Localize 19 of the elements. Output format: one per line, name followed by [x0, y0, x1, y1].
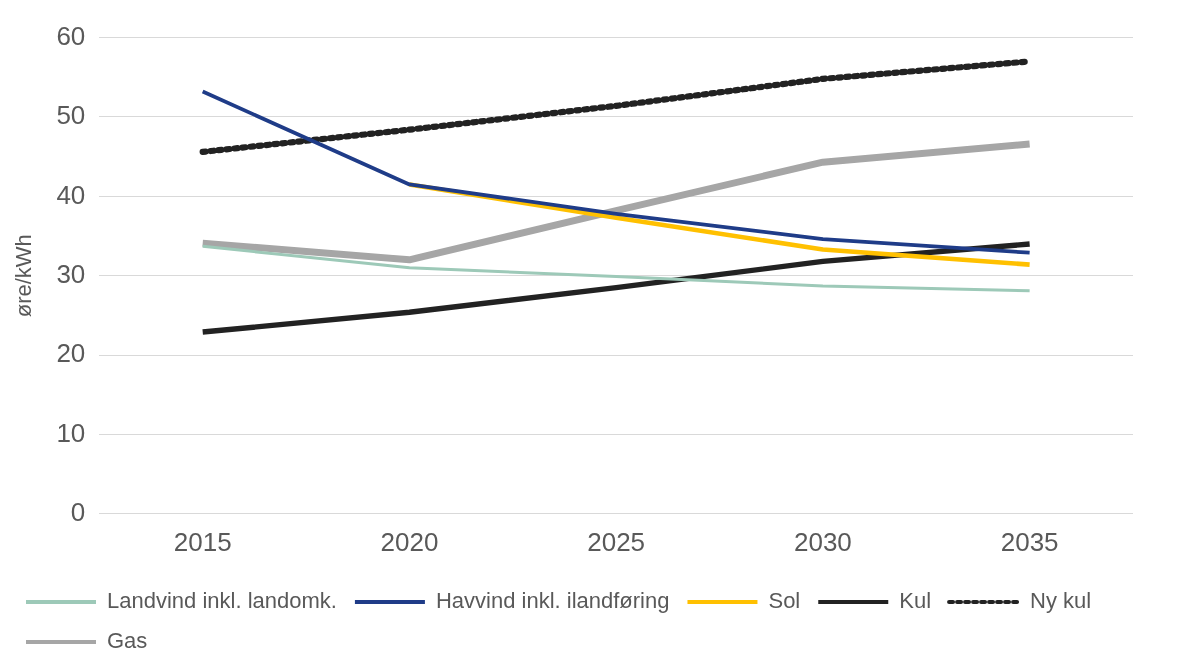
x-tick-label: 2030 [793, 526, 852, 557]
y-tick-label: 20 [56, 338, 86, 369]
y-axis-title: øre/kWh [11, 234, 37, 318]
legend-label: Ny kul [1030, 588, 1092, 614]
x-tick-label: 2020 [380, 526, 439, 557]
legend-label: Kul [899, 588, 932, 614]
y-tick-label: 50 [56, 100, 86, 131]
y-tick-label: 60 [56, 20, 86, 51]
y-tick-label: 40 [56, 179, 86, 210]
x-tick-label: 2035 [1000, 526, 1059, 557]
legend-label: Landvind inkl. landomk. [107, 588, 337, 614]
y-tick-label: 30 [56, 258, 86, 289]
legend-label: Gas [107, 628, 148, 654]
y-tick-label: 0 [70, 496, 86, 527]
legend-label: Havvind inkl. ilandføring [435, 588, 670, 614]
x-tick-label: 2025 [587, 526, 646, 557]
legend-label: Sol [768, 588, 801, 614]
y-tick-label: 10 [56, 417, 86, 448]
x-tick-label: 2015 [173, 526, 232, 557]
